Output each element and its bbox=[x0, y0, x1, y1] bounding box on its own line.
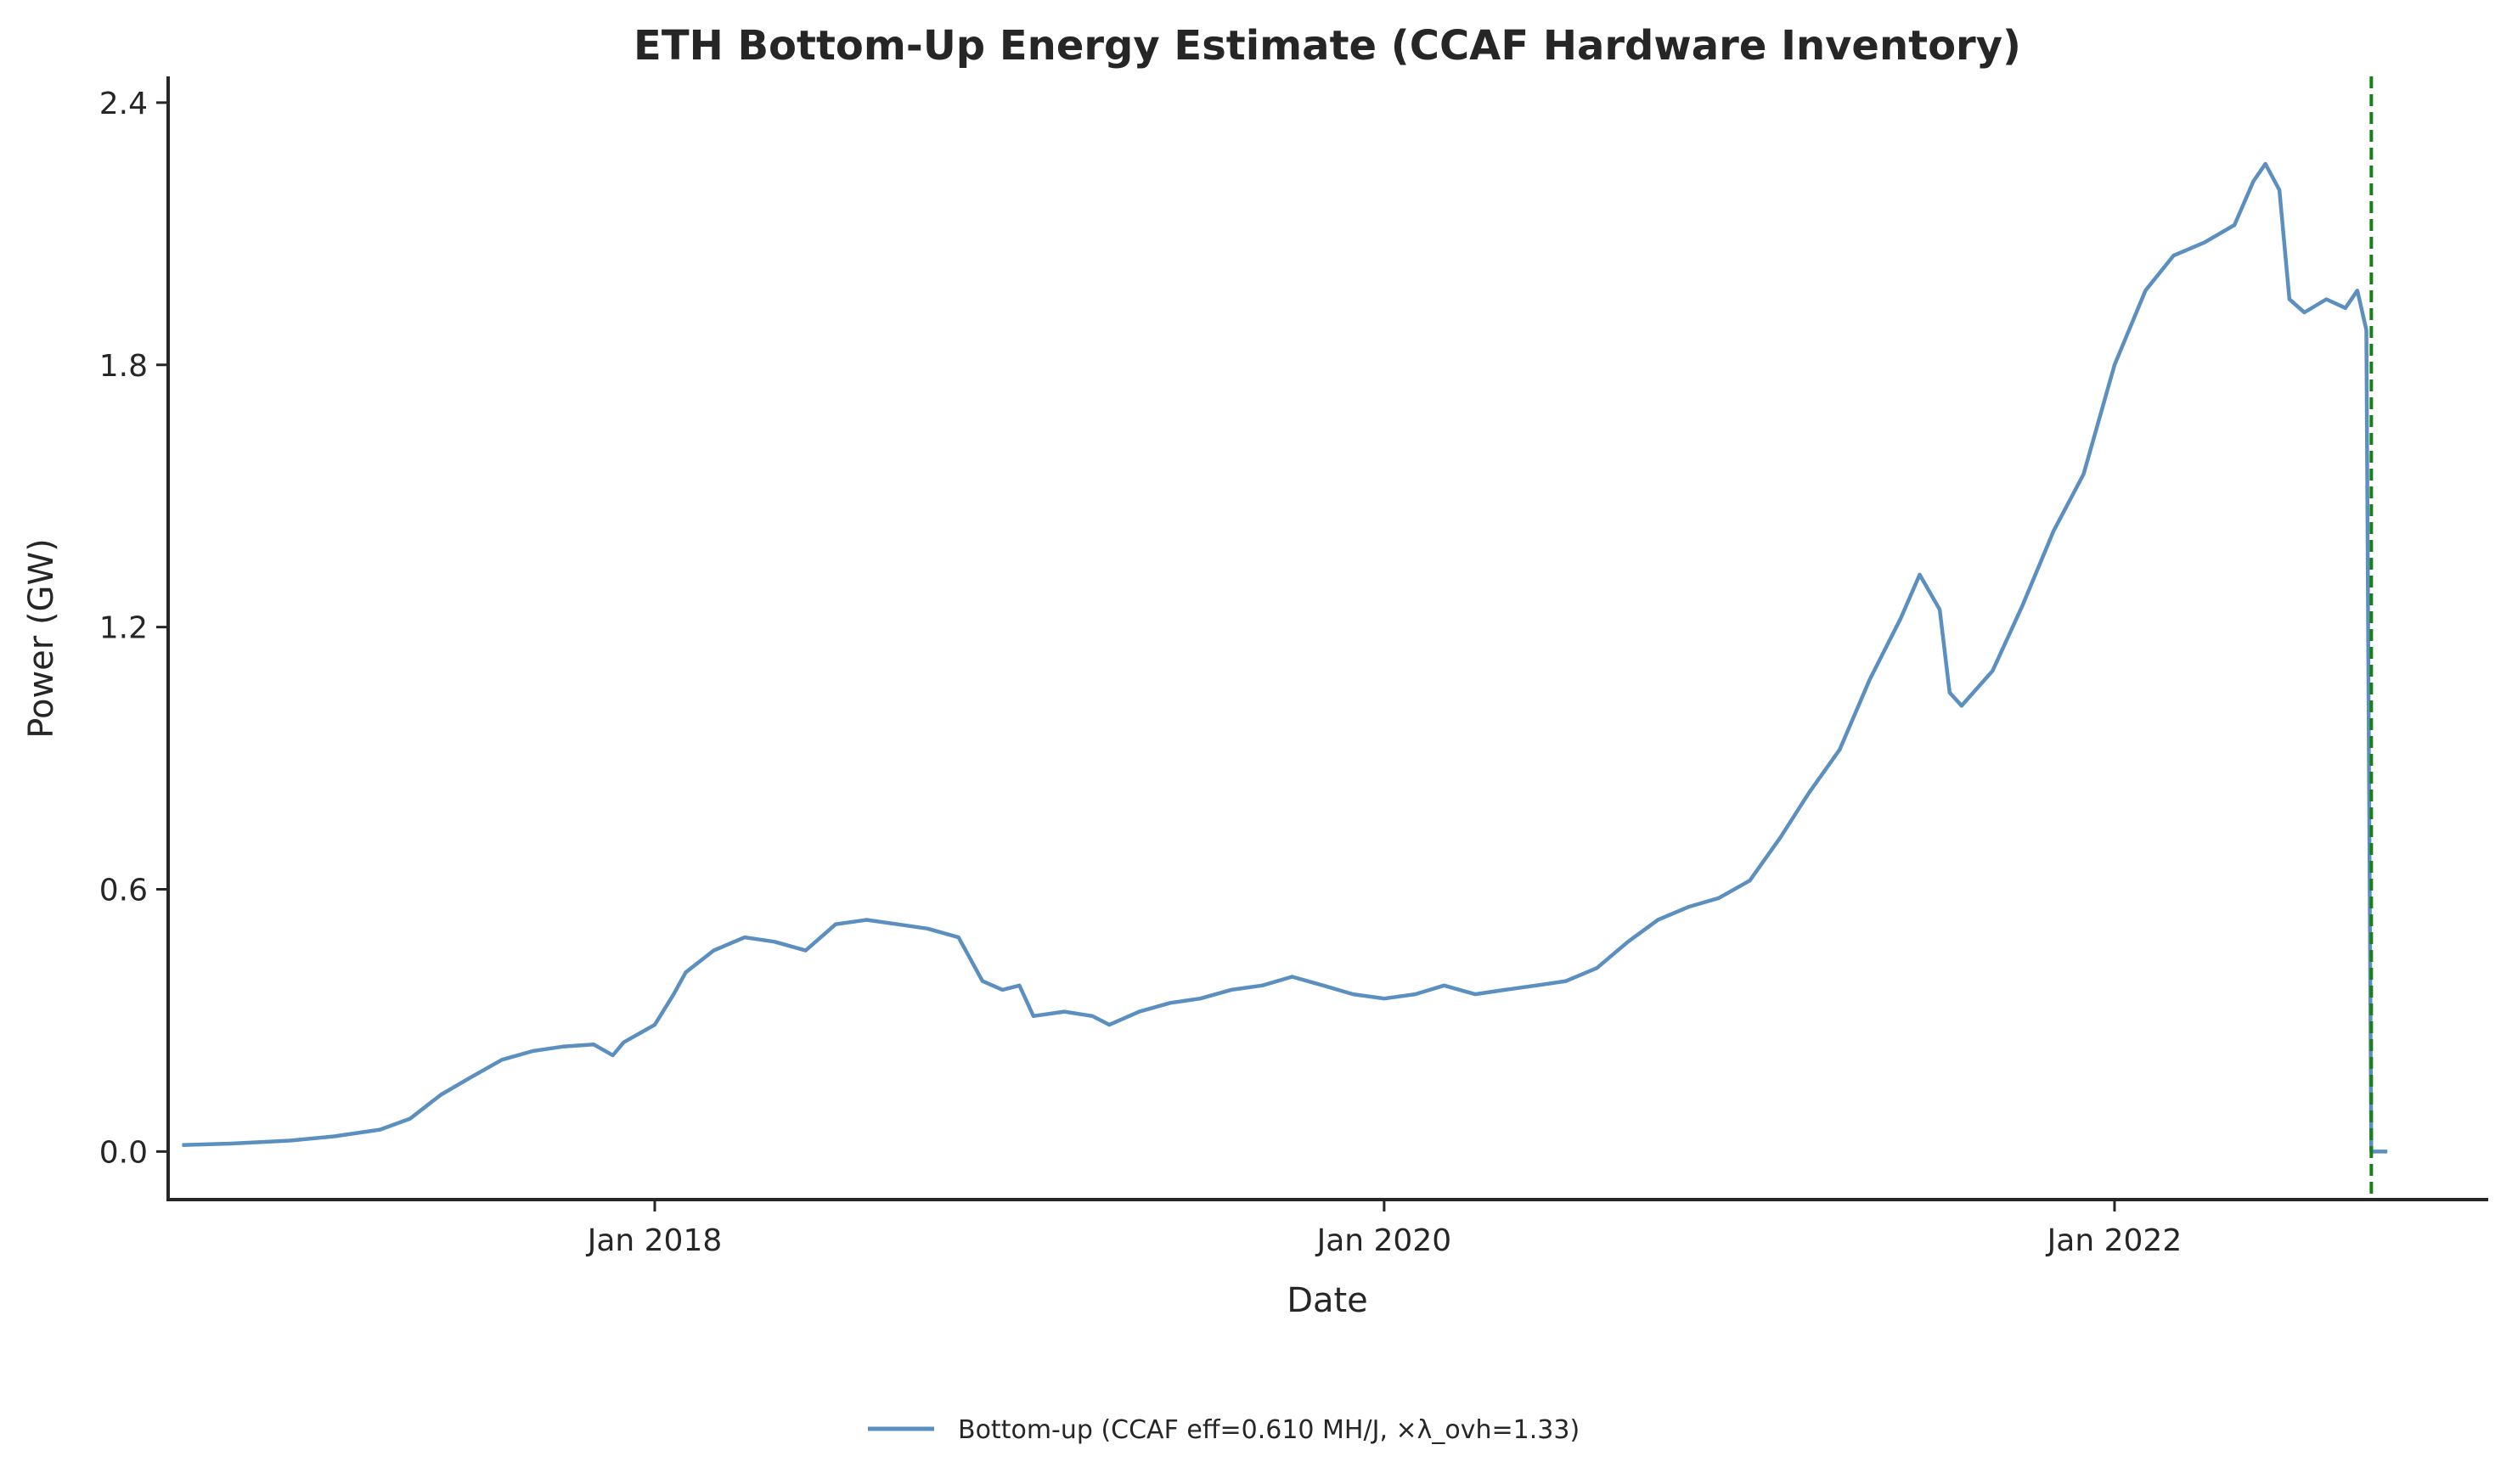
x-axis-label: Date bbox=[1287, 1281, 1368, 1320]
legend-label: Bottom-up (CCAF eff=0.610 MH/J, ×λ_ovh=1… bbox=[958, 1415, 1580, 1445]
series-line bbox=[182, 161, 2388, 1154]
y-tick-label: 1.8 bbox=[99, 349, 148, 384]
y-tick-label: 0.0 bbox=[99, 1135, 148, 1170]
series-layer bbox=[182, 161, 2388, 1154]
y-tick-label: 0.6 bbox=[99, 874, 148, 908]
y-ticks: 0.0 0.6 1.2 1.8 2.4 bbox=[99, 87, 168, 1170]
y-axis-label: Power (GW) bbox=[22, 538, 61, 738]
y-tick-label: 1.2 bbox=[99, 611, 148, 646]
x-ticks: Jan 2018 Jan 2020 Jan 2022 bbox=[586, 1200, 2183, 1258]
x-tick-label: Jan 2022 bbox=[2046, 1223, 2183, 1258]
plot-area: 0.0 0.6 1.2 1.8 2.4 Jan 2018 Jan 2020 Jan 2022 bbox=[99, 76, 2488, 1258]
y-tick-label: 2.4 bbox=[99, 87, 148, 121]
x-tick-label: Jan 2018 bbox=[586, 1223, 723, 1258]
legend: Bottom-up (CCAF eff=0.610 MH/J, ×λ_ovh=1… bbox=[868, 1415, 1580, 1445]
x-tick-label: Jan 2020 bbox=[1315, 1223, 1452, 1258]
chart-title: ETH Bottom-Up Energy Estimate (CCAF Hard… bbox=[634, 22, 2021, 70]
